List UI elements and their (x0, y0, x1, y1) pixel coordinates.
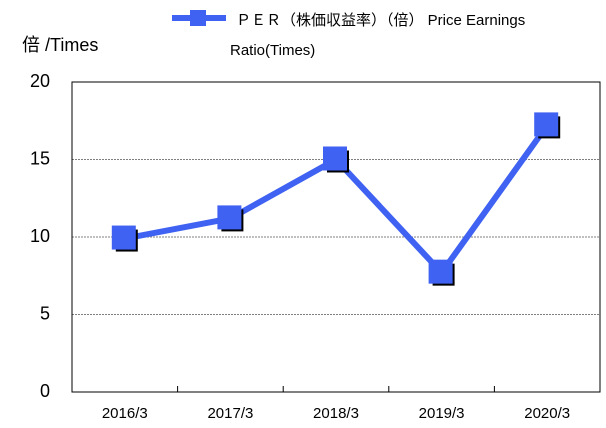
y-axis-label: 倍 /Times (22, 35, 98, 55)
y-tick-label: 15 (30, 148, 50, 168)
y-tick-label: 0 (40, 381, 50, 401)
y-tick-label: 5 (40, 303, 50, 323)
marker (428, 259, 453, 284)
legend-label: ＰＥＲ（株価収益率）（倍） Price Earnings Ratio(Times… (230, 12, 526, 59)
y-tick-label: 10 (30, 226, 50, 246)
marker (217, 205, 242, 230)
marker (323, 146, 347, 171)
marker (111, 225, 136, 250)
x-tick-label: 2019/3 (419, 405, 465, 422)
y-tick-label: 20 (30, 71, 50, 91)
x-tick-label: 2020/3 (524, 405, 570, 422)
x-tick-label: 2017/3 (207, 405, 253, 422)
x-tick-label: 2016/3 (102, 405, 148, 422)
legend-marker (190, 10, 206, 26)
x-tick-label: 2018/3 (313, 405, 359, 422)
marker (534, 112, 559, 137)
